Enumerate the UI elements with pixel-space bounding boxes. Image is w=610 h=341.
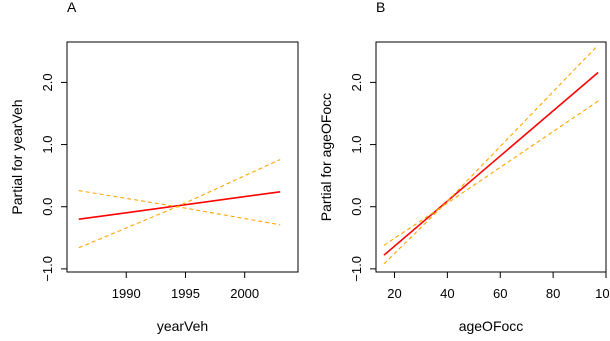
y-tick-label: 0.0 <box>40 198 55 216</box>
panel-label: A <box>67 0 77 15</box>
y-tick-label: −1.0 <box>349 256 364 282</box>
y-tick-label: 1.0 <box>349 136 364 154</box>
panel-a: 1990 1995 2000 −1.0 0.0 1.0 2.0 yearVeh Partial … <box>9 0 299 334</box>
y-tick-label: 2.0 <box>40 73 55 91</box>
x-tick-label: 20 <box>387 286 401 301</box>
series-fit <box>78 191 281 220</box>
x-tick-label: 80 <box>546 286 560 301</box>
series-upper-band <box>78 158 281 249</box>
plot-frame <box>66 41 299 273</box>
y-axis-title: Partial for ageOFocc <box>318 93 334 221</box>
panel-b: 20 40 60 80 100 −1.0 0.0 1.0 2.0 ageOFocc Partial … <box>318 0 610 334</box>
y-tick-label: 2.0 <box>349 73 364 91</box>
series-fit <box>383 71 599 256</box>
x-axis-title: ageOFocc <box>459 318 524 334</box>
x-tick-label: 40 <box>440 286 454 301</box>
x-tick-label: 1990 <box>112 286 141 301</box>
x-tick-label: 60 <box>493 286 507 301</box>
series-lower-band <box>383 100 599 265</box>
x-tick-label: 1995 <box>171 286 200 301</box>
y-tick-label: −1.0 <box>40 256 55 282</box>
y-tick-label: 0.0 <box>349 198 364 216</box>
x-tick-label: 2000 <box>230 286 259 301</box>
series-upper-band <box>383 44 599 246</box>
plot-frame <box>375 41 607 273</box>
series-lower-band <box>78 190 281 226</box>
x-axis-title: yearVeh <box>157 318 208 334</box>
y-tick-label: 1.0 <box>40 136 55 154</box>
panel-label: B <box>376 0 385 15</box>
y-axis-title: Partial for yearVeh <box>9 99 25 214</box>
x-tick-label: 100 <box>595 286 610 301</box>
